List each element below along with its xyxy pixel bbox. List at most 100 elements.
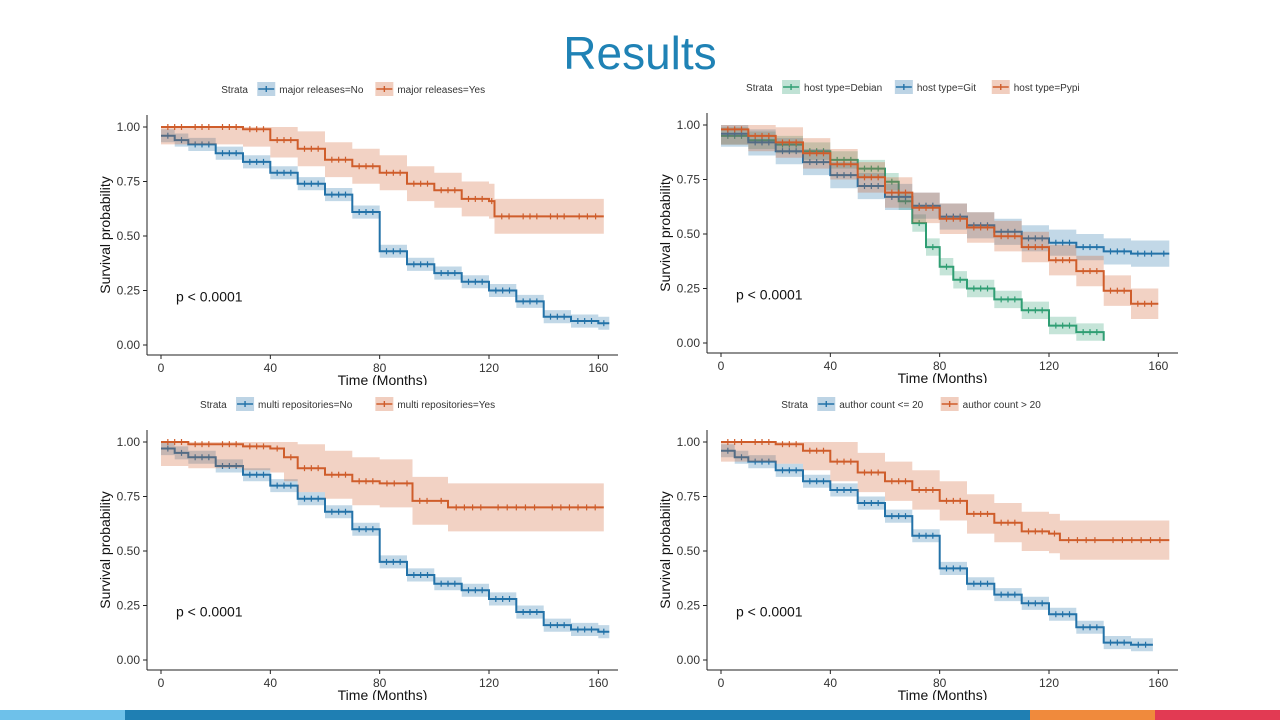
y-tick-label: 0.50 [117, 544, 141, 558]
legend: Strata major releases=No major releases=Ye… [221, 82, 485, 96]
confidence-band [161, 442, 604, 532]
x-tick-label: 0 [158, 361, 165, 375]
x-tick-label: 120 [1039, 359, 1059, 373]
confidence-band [721, 125, 1170, 267]
slide-title: Results [563, 27, 717, 79]
chart-svg: Strata major releases=No major releases=Ye… [97, 82, 618, 385]
x-tick-label: 40 [264, 676, 278, 690]
legend-title: Strata [221, 85, 248, 96]
legend-label: multi repositories=Yes [397, 400, 495, 411]
footer-segment-blue [125, 710, 1030, 720]
series-1 [161, 439, 604, 532]
x-tick-label: 0 [158, 676, 165, 690]
y-tick-label: 0.00 [677, 653, 701, 667]
chart-svg: Strata author count <= 20 author count > 2… [657, 397, 1178, 700]
x-tick-label: 160 [588, 361, 608, 375]
chart-svg: Strata multi repositories=No multi reposit… [97, 397, 618, 700]
confidence-band [721, 125, 1159, 319]
y-tick-label: 0.00 [117, 338, 141, 352]
footer-segment-orange [1030, 710, 1155, 720]
y-tick-label: 1.00 [677, 435, 701, 449]
y-tick-label: 0.25 [117, 599, 141, 613]
x-axis-label: Time (Months) [898, 687, 988, 700]
y-tick-label: 0.50 [677, 544, 701, 558]
x-axis-label: Time (Months) [898, 370, 988, 383]
x-tick-label: 80 [933, 676, 947, 690]
y-tick-label: 0.50 [677, 227, 701, 241]
legend-title: Strata [781, 400, 808, 411]
survival-curve [161, 447, 610, 633]
confidence-band [161, 127, 604, 234]
legend-label: host type=Debian [804, 83, 882, 94]
legend: Strata multi repositories=No multi reposit… [200, 397, 495, 411]
y-tick-label: 0.75 [117, 490, 141, 504]
y-axis-label: Survival probability [657, 491, 673, 609]
x-tick-label: 40 [824, 676, 838, 690]
y-tick-label: 1.00 [677, 118, 701, 132]
x-axis-label: Time (Months) [338, 687, 428, 700]
series-1 [721, 439, 1170, 560]
x-tick-label: 120 [1039, 676, 1059, 690]
x-tick-label: 80 [373, 361, 387, 375]
confidence-band [721, 127, 1104, 343]
x-tick-label: 160 [588, 676, 608, 690]
p-value-annotation: p < 0.0001 [176, 288, 243, 304]
x-tick-label: 160 [1148, 676, 1168, 690]
y-tick-label: 0.50 [117, 229, 141, 243]
y-tick-label: 0.75 [117, 175, 141, 189]
x-tick-label: 0 [718, 359, 725, 373]
y-tick-label: 0.25 [677, 282, 701, 296]
x-tick-label: 0 [718, 676, 725, 690]
survival-chart-host-type: Strata host type=Debian host type=Git host … [600, 73, 1200, 383]
series-0 [161, 129, 610, 330]
legend-title: Strata [746, 83, 773, 94]
x-tick-label: 80 [373, 676, 387, 690]
footer-segment-light-blue [0, 710, 125, 720]
y-tick-label: 0.00 [677, 336, 701, 350]
y-tick-label: 0.75 [677, 173, 701, 187]
p-value-annotation: p < 0.0001 [736, 603, 803, 619]
legend: Strata host type=Debian host type=Git host … [746, 80, 1080, 94]
x-tick-label: 40 [824, 359, 838, 373]
x-tick-label: 120 [479, 361, 499, 375]
y-tick-label: 1.00 [117, 120, 141, 134]
y-axis-label: Survival probability [657, 174, 673, 292]
survival-chart-multi-repositories: Strata multi repositories=No multi reposit… [40, 390, 640, 700]
survival-chart-major-releases: Strata major releases=No major releases=Ye… [40, 75, 640, 385]
x-axis-label: Time (Months) [338, 372, 428, 385]
confidence-band [161, 442, 610, 639]
y-tick-label: 1.00 [117, 435, 141, 449]
y-tick-label: 0.75 [677, 490, 701, 504]
survival-curve [161, 134, 610, 325]
p-value-annotation: p < 0.0001 [736, 286, 803, 302]
footer-segment-red [1155, 710, 1280, 720]
confidence-band [161, 129, 610, 330]
legend-label: major releases=No [279, 85, 364, 96]
series-0 [161, 442, 610, 639]
y-axis-label: Survival probability [97, 491, 113, 609]
survival-curve [161, 441, 604, 509]
y-tick-label: 0.25 [117, 284, 141, 298]
series-0 [721, 444, 1153, 652]
legend-label: major releases=Yes [397, 85, 485, 96]
legend-label: host type=Git [917, 83, 976, 94]
x-tick-label: 160 [1148, 359, 1168, 373]
legend-label: host type=Pypi [1014, 83, 1080, 94]
y-tick-label: 0.25 [677, 599, 701, 613]
survival-chart-author-count: Strata author count <= 20 author count > 2… [600, 390, 1200, 700]
series-2 [721, 125, 1159, 319]
x-tick-label: 40 [264, 361, 278, 375]
confidence-band [721, 444, 1153, 652]
legend-label: multi repositories=No [258, 400, 353, 411]
chart-svg: Strata host type=Debian host type=Git host … [657, 80, 1178, 383]
legend-label: author count > 20 [963, 400, 1042, 411]
series-1 [161, 124, 604, 234]
legend: Strata author count <= 20 author count > 2… [781, 397, 1041, 411]
y-tick-label: 0.00 [117, 653, 141, 667]
x-tick-label: 120 [479, 676, 499, 690]
y-axis-label: Survival probability [97, 176, 113, 294]
survival-curve [161, 126, 604, 218]
p-value-annotation: p < 0.0001 [176, 603, 243, 619]
legend-title: Strata [200, 400, 227, 411]
x-tick-label: 80 [933, 359, 947, 373]
